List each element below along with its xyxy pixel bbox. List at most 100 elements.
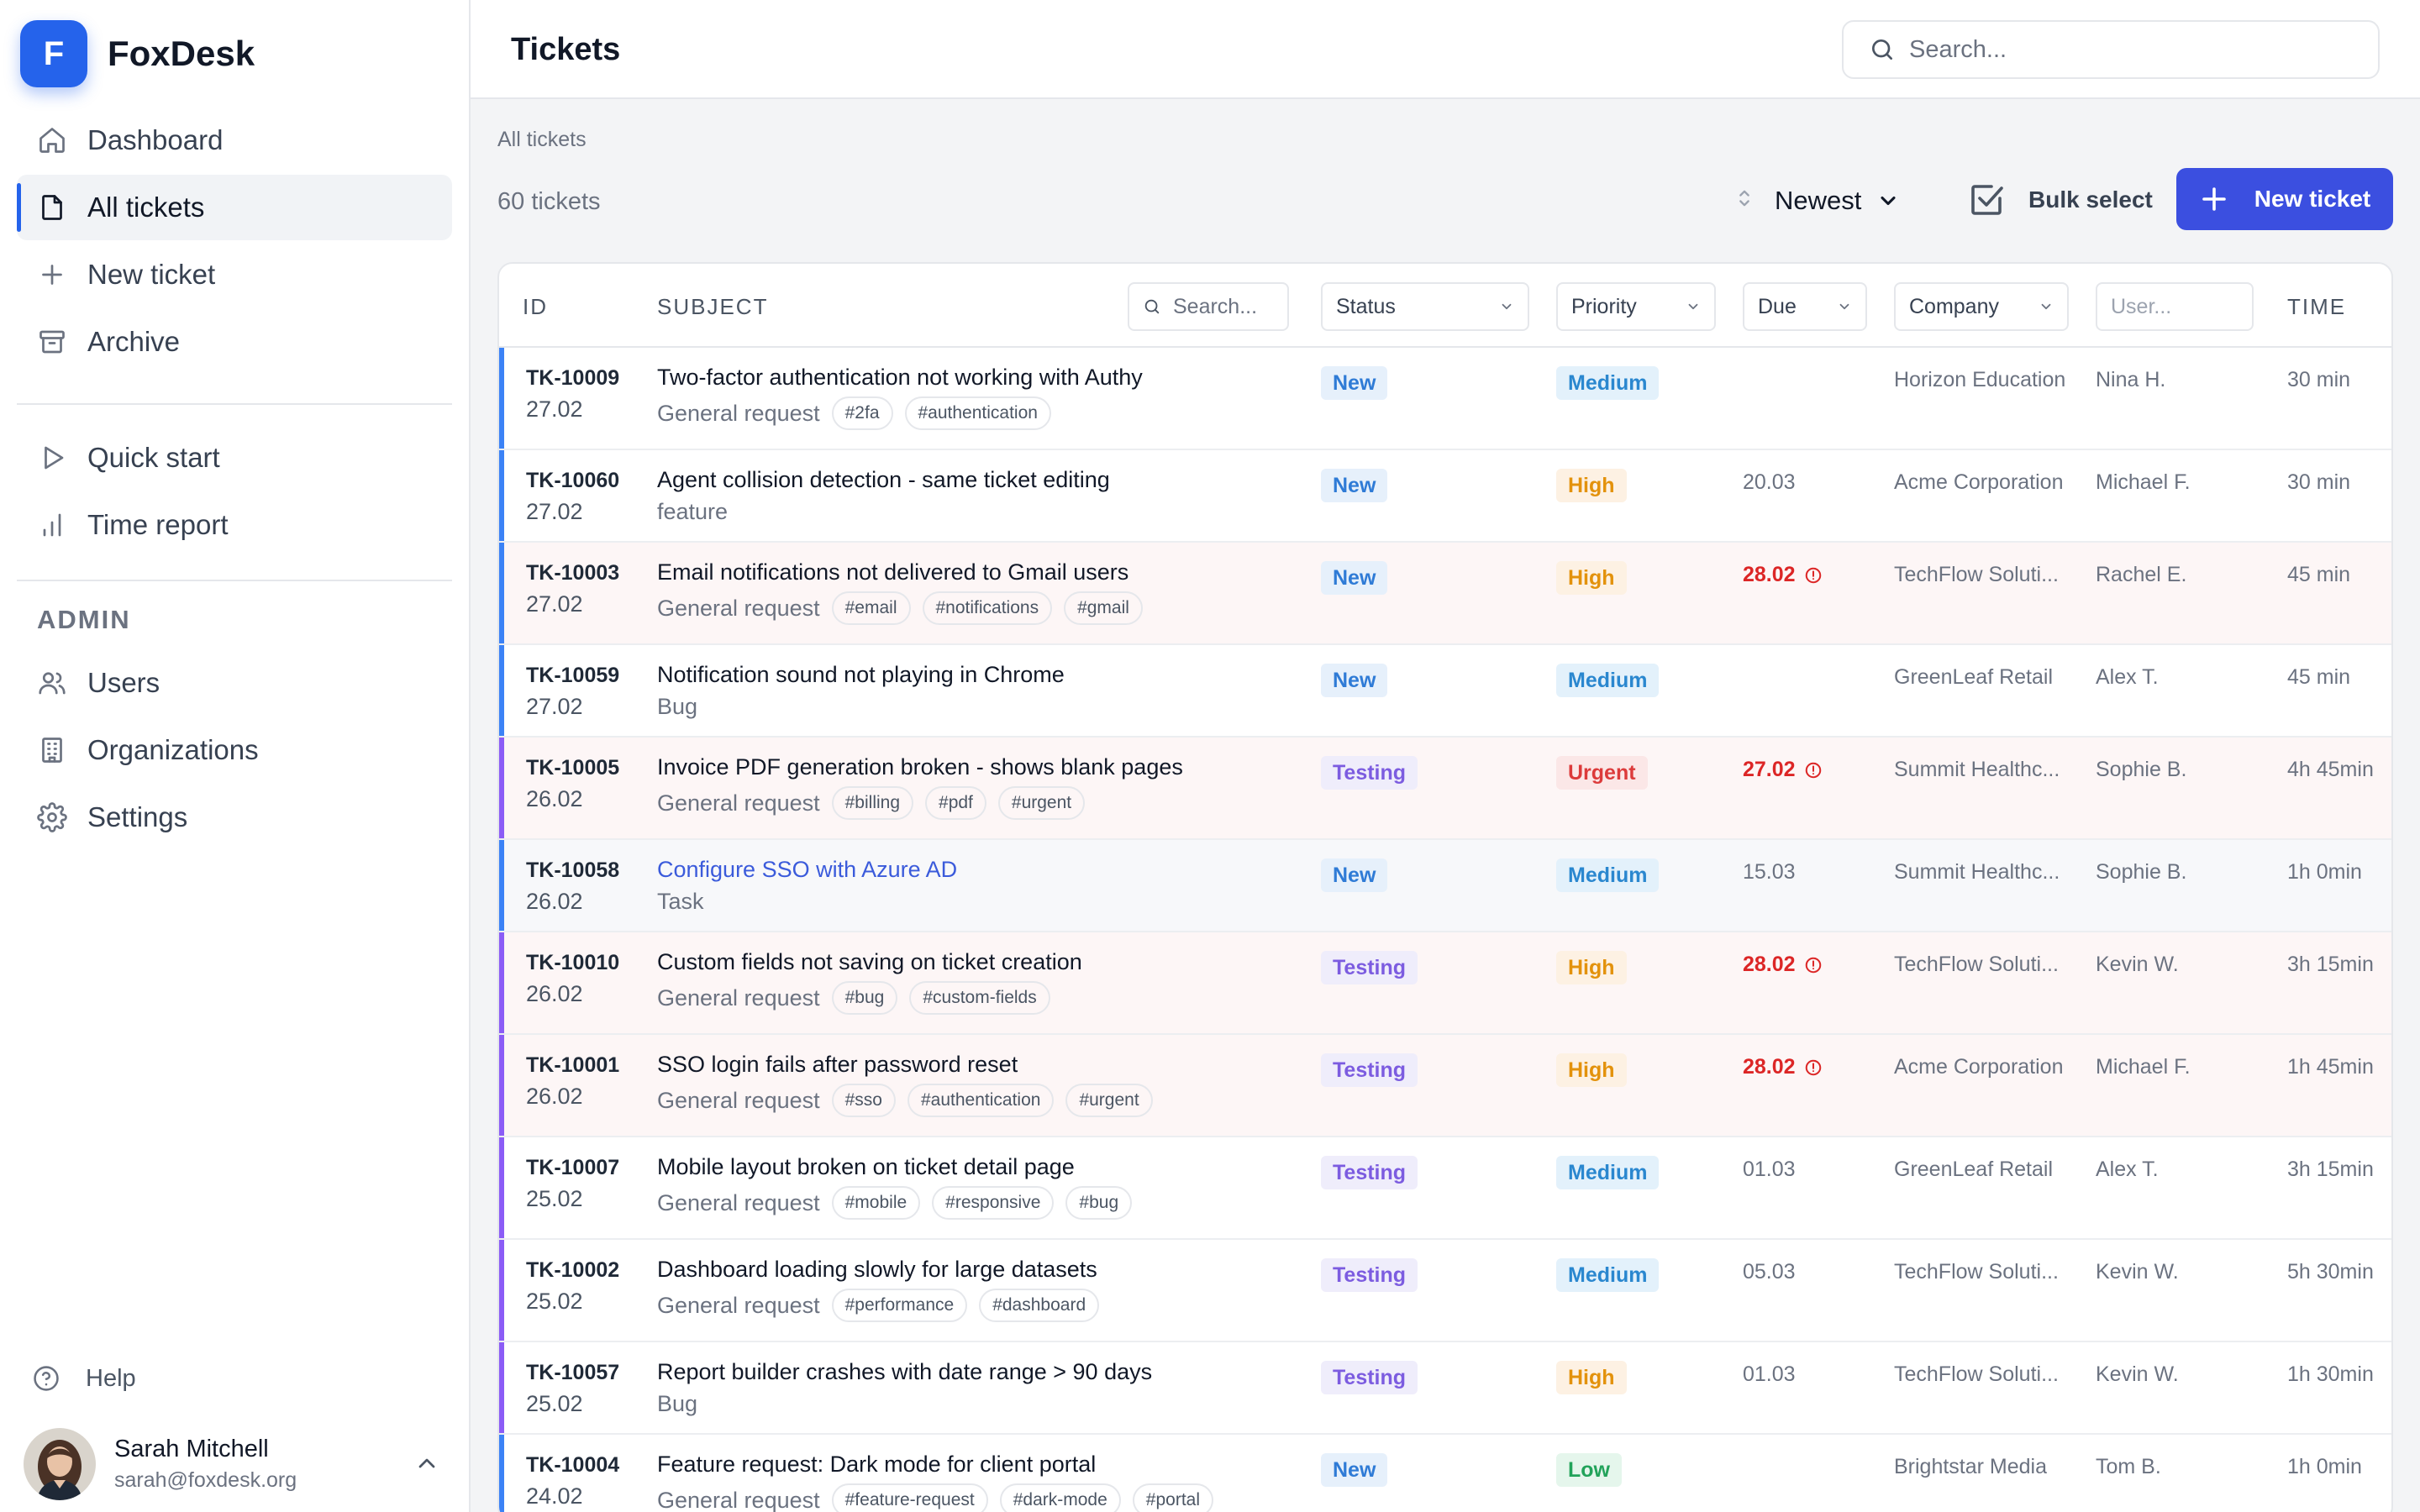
- ticket-subject[interactable]: Notification sound not playing in Chrome: [657, 662, 1065, 687]
- brand[interactable]: F FoxDesk: [20, 20, 255, 87]
- ticket-id[interactable]: TK-10007: [526, 1156, 620, 1179]
- tag[interactable]: #dashboard: [979, 1289, 1100, 1322]
- tag[interactable]: #mobile: [831, 1186, 921, 1220]
- sort-order-icon[interactable]: [1733, 186, 1756, 210]
- ticket-date: 26.02: [526, 1084, 583, 1109]
- assigned-user: Alex T.: [2096, 1158, 2159, 1181]
- ticket-type: General request: [657, 1487, 820, 1512]
- table-row[interactable]: TK-10005 26.02 Invoice PDF generation br…: [499, 738, 2391, 840]
- ticket-id[interactable]: TK-10003: [526, 561, 620, 585]
- due-filter[interactable]: Due: [1743, 282, 1867, 331]
- ticket-id[interactable]: TK-10059: [526, 664, 620, 687]
- table-row[interactable]: TK-10007 25.02 Mobile layout broken on t…: [499, 1137, 2391, 1240]
- nav-item-time-report[interactable]: Time report: [17, 492, 452, 558]
- tag[interactable]: #responsive: [932, 1186, 1055, 1220]
- table-row[interactable]: TK-10060 27.02 Agent collision detection…: [499, 450, 2391, 543]
- ticket-id[interactable]: TK-10057: [526, 1361, 620, 1384]
- tag[interactable]: #performance: [831, 1289, 968, 1322]
- tag[interactable]: #pdf: [925, 786, 986, 820]
- tag[interactable]: #urgent: [1065, 1084, 1153, 1117]
- ticket-subject[interactable]: Invoice PDF generation broken - shows bl…: [657, 754, 1183, 780]
- ticket-subject[interactable]: SSO login fails after password reset: [657, 1052, 1018, 1077]
- tag[interactable]: #2fa: [831, 396, 893, 430]
- ticket-subject[interactable]: Feature request: Dark mode for client po…: [657, 1452, 1097, 1477]
- nav-item-users[interactable]: Users: [17, 650, 452, 716]
- nav-item-label: All tickets: [87, 192, 205, 223]
- global-search[interactable]: [1842, 20, 2380, 79]
- ticket-subject[interactable]: Two-factor authentication not working wi…: [657, 365, 1143, 390]
- tag[interactable]: #notifications: [922, 591, 1053, 625]
- column-header-time[interactable]: TIME: [2287, 294, 2347, 319]
- subject-search-placeholder: Search...: [1173, 294, 1258, 318]
- ticket-id[interactable]: TK-10010: [526, 951, 620, 974]
- ticket-subject[interactable]: Custom fields not saving on ticket creat…: [657, 949, 1082, 974]
- ticket-subject[interactable]: Configure SSO with Azure AD: [657, 857, 958, 882]
- ticket-subject[interactable]: Agent collision detection - same ticket …: [657, 467, 1110, 492]
- tag[interactable]: #sso: [831, 1084, 896, 1117]
- table-row[interactable]: TK-10058 26.02 Configure SSO with Azure …: [499, 840, 2391, 932]
- nav-item-dashboard[interactable]: Dashboard: [17, 108, 452, 173]
- chevron-up-icon[interactable]: [413, 1450, 440, 1477]
- table-row[interactable]: TK-10009 27.02 Two-factor authentication…: [499, 348, 2391, 450]
- ticket-id[interactable]: TK-10001: [526, 1053, 620, 1077]
- tag[interactable]: #urgent: [997, 786, 1086, 820]
- sort-select[interactable]: Newest: [1775, 180, 1900, 222]
- plus-icon: [42, 265, 62, 285]
- bulk-select-button[interactable]: Bulk select: [1966, 175, 2153, 225]
- table-row[interactable]: TK-10001 26.02 SSO login fails after pas…: [499, 1035, 2391, 1137]
- nav-item-quick-start[interactable]: Quick start: [17, 425, 452, 491]
- new-ticket-button[interactable]: New ticket: [2176, 168, 2393, 230]
- search-input[interactable]: [1909, 35, 2363, 64]
- topbar: Tickets: [471, 0, 2420, 99]
- user-menu[interactable]: Sarah Mitchell sarah@foxdesk.org: [24, 1428, 452, 1500]
- table-row[interactable]: TK-10003 27.02 Email notifications not d…: [499, 543, 2391, 645]
- status-badge: Testing: [1321, 1053, 1418, 1087]
- subject-search-filter[interactable]: Search...: [1128, 282, 1289, 331]
- tag[interactable]: #portal: [1132, 1483, 1214, 1512]
- ticket-id[interactable]: TK-10058: [526, 858, 620, 882]
- tag[interactable]: #bug: [831, 981, 898, 1015]
- tag[interactable]: #email: [831, 591, 911, 625]
- table-row[interactable]: TK-10010 26.02 Custom fields not saving …: [499, 932, 2391, 1035]
- user-filter[interactable]: User...: [2096, 282, 2254, 331]
- nav-item-new-ticket[interactable]: New ticket: [17, 242, 452, 307]
- tag[interactable]: #authentication: [904, 396, 1051, 430]
- nav-item-archive[interactable]: Archive: [17, 309, 452, 375]
- table-row[interactable]: TK-10057 25.02 Report builder crashes wi…: [499, 1342, 2391, 1435]
- table-row[interactable]: TK-10004 24.02 Feature request: Dark mod…: [499, 1435, 2391, 1512]
- nav-item-organizations[interactable]: Organizations: [17, 717, 452, 783]
- nav-item-all-tickets[interactable]: All tickets: [17, 175, 452, 240]
- company-name: TechFlow Soluti...: [1894, 1362, 2059, 1386]
- column-header-id[interactable]: ID: [523, 294, 548, 319]
- tag[interactable]: #bug: [1065, 1186, 1133, 1220]
- tag[interactable]: #gmail: [1064, 591, 1143, 625]
- ticket-subject[interactable]: Mobile layout broken on ticket detail pa…: [657, 1154, 1075, 1179]
- status-badge: Testing: [1321, 951, 1418, 984]
- tag[interactable]: #custom-fields: [909, 981, 1050, 1015]
- ticket-subject[interactable]: Report builder crashes with date range >…: [657, 1359, 1153, 1384]
- table-row[interactable]: TK-10002 25.02 Dashboard loading slowly …: [499, 1240, 2391, 1342]
- help-link[interactable]: Help: [32, 1364, 136, 1393]
- status-filter[interactable]: Status: [1321, 282, 1529, 331]
- company-filter[interactable]: Company: [1894, 282, 2069, 331]
- tag[interactable]: #authentication: [907, 1084, 1055, 1117]
- company-name: GreenLeaf Retail: [1894, 665, 2054, 689]
- ticket-id[interactable]: TK-10009: [526, 366, 620, 390]
- nav-item-settings[interactable]: Settings: [17, 785, 452, 850]
- assigned-user: Rachel E.: [2096, 563, 2187, 586]
- table-row[interactable]: TK-10059 27.02 Notification sound not pl…: [499, 645, 2391, 738]
- ticket-subject[interactable]: Email notifications not delivered to Gma…: [657, 559, 1129, 585]
- tag[interactable]: #dark-mode: [999, 1483, 1121, 1512]
- tag[interactable]: #billing: [831, 786, 914, 820]
- column-header-subject[interactable]: SUBJECT: [657, 294, 769, 319]
- ticket-id[interactable]: TK-10004: [526, 1453, 620, 1477]
- ticket-id[interactable]: TK-10005: [526, 756, 620, 780]
- tag[interactable]: #feature-request: [831, 1483, 988, 1512]
- breadcrumb[interactable]: All tickets: [497, 128, 587, 151]
- priority-filter[interactable]: Priority: [1556, 282, 1716, 331]
- user-name: Sarah Mitchell: [114, 1436, 269, 1462]
- ticket-id[interactable]: TK-10060: [526, 469, 620, 492]
- ticket-id[interactable]: TK-10002: [526, 1258, 620, 1282]
- ticket-date: 27.02: [526, 591, 583, 617]
- ticket-subject[interactable]: Dashboard loading slowly for large datas…: [657, 1257, 1097, 1282]
